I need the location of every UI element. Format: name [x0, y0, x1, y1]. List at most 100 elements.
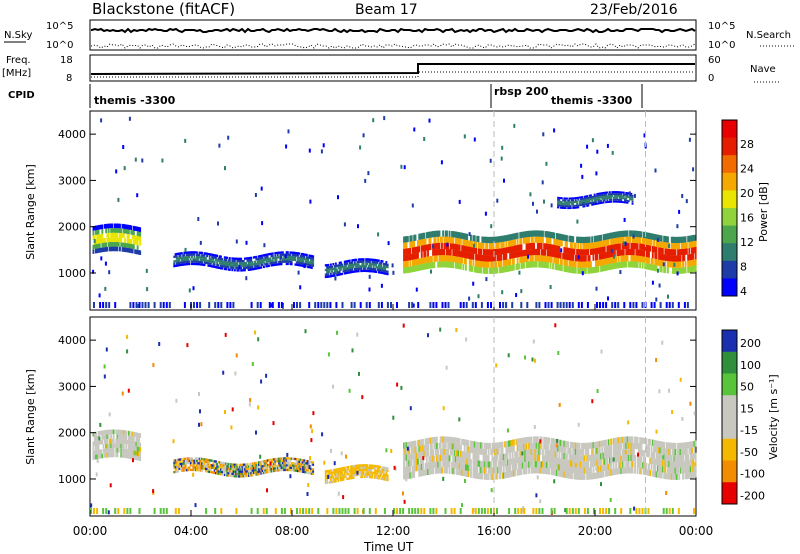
power-cell — [112, 246, 115, 252]
power-cell — [107, 228, 110, 233]
velocity-cell — [678, 473, 681, 480]
power-cell — [310, 255, 313, 258]
velocity-cell — [664, 472, 667, 480]
power-scatter-point — [303, 264, 306, 269]
power-cell — [601, 259, 604, 266]
power-cell — [328, 268, 331, 271]
power-cell — [631, 255, 634, 262]
power-cell — [535, 230, 538, 237]
velocity-cell — [225, 474, 227, 477]
power-cell — [648, 251, 650, 258]
power-cell — [470, 253, 472, 260]
power-cell — [507, 259, 510, 266]
velocity-cell — [278, 469, 280, 472]
velocity-cell — [212, 462, 215, 465]
power-cell — [591, 242, 594, 249]
velocity-cell — [377, 467, 380, 471]
velocity-cell — [658, 459, 660, 466]
power-cell — [593, 242, 596, 249]
power-cell — [110, 237, 113, 242]
velocity-cell — [292, 462, 294, 465]
power-cell — [499, 254, 501, 261]
velocity-cell — [196, 459, 198, 462]
velocity-cell — [480, 460, 482, 468]
velocity-cell — [587, 455, 590, 462]
power-cell — [303, 262, 306, 265]
power-cell — [244, 262, 246, 265]
power-cell — [619, 237, 621, 244]
power-cell — [560, 205, 563, 207]
power-ground-strip — [159, 302, 162, 308]
power-cell — [365, 265, 368, 268]
velocity-cell — [265, 471, 268, 474]
velocity-cell — [480, 448, 482, 455]
power-scatter-point — [184, 138, 187, 143]
power-cell — [531, 242, 534, 249]
power-cell — [268, 260, 270, 263]
power-cell — [624, 197, 626, 200]
power-cell — [649, 239, 652, 246]
velocity-cell — [427, 437, 429, 445]
power-cell — [329, 268, 332, 271]
velocity-cell — [273, 462, 275, 466]
velocity-cell — [191, 468, 193, 472]
velocity-cell — [307, 462, 309, 465]
power-cell — [201, 263, 203, 266]
power-cell — [240, 262, 243, 265]
power-cell — [672, 267, 674, 274]
power-cell — [263, 265, 265, 269]
velocity-cell — [424, 444, 427, 451]
velocity-cell — [418, 452, 421, 459]
velocity-cell — [567, 466, 570, 473]
power-cell — [125, 243, 128, 248]
velocity-cell — [182, 460, 185, 463]
velocity-cell — [235, 463, 238, 466]
velocity-cell — [510, 440, 513, 447]
power-cell — [550, 232, 553, 239]
power-cell — [441, 255, 443, 262]
power-cell — [437, 230, 440, 237]
velocity-cell — [465, 464, 467, 471]
velocity-cell — [93, 450, 96, 455]
power-cell — [621, 201, 624, 203]
power-cell — [593, 248, 596, 255]
velocity-cell — [270, 465, 273, 468]
velocity-cell — [451, 467, 453, 474]
velocity-cell — [175, 470, 178, 473]
velocity-cell — [433, 461, 436, 468]
velocity-cell — [654, 458, 657, 465]
velocity-cell — [178, 467, 181, 470]
velocity-cell — [209, 470, 212, 474]
power-cell — [454, 231, 457, 238]
power-cell — [466, 240, 469, 247]
power-cell — [406, 254, 409, 261]
velocity-cell — [201, 467, 203, 470]
power-cell — [461, 257, 464, 264]
power-cell — [347, 266, 350, 270]
power-cell — [255, 255, 258, 259]
power-cell — [602, 265, 605, 272]
velocity-cell — [217, 461, 220, 464]
power-cell — [617, 191, 620, 194]
power-cell — [414, 246, 417, 254]
velocity-cell — [303, 466, 306, 469]
power-cell — [259, 259, 262, 262]
power-cell — [564, 197, 567, 200]
velocity-cell — [627, 436, 630, 443]
power-cell — [327, 268, 330, 271]
power-cell — [437, 236, 440, 243]
velocity-cell — [674, 449, 677, 456]
power-scatter-point — [224, 166, 226, 171]
power-cell — [304, 260, 307, 263]
velocity-cell — [444, 442, 447, 449]
power-cell — [250, 263, 253, 266]
power-cell — [674, 243, 677, 250]
power-cell — [203, 254, 206, 257]
velocity-cell — [598, 441, 601, 448]
power-cell — [624, 199, 626, 202]
velocity-cell — [310, 463, 313, 466]
velocity-cell — [463, 439, 466, 446]
velocity-cell — [548, 437, 551, 444]
power-cell — [622, 191, 625, 194]
power-cell — [691, 247, 693, 254]
